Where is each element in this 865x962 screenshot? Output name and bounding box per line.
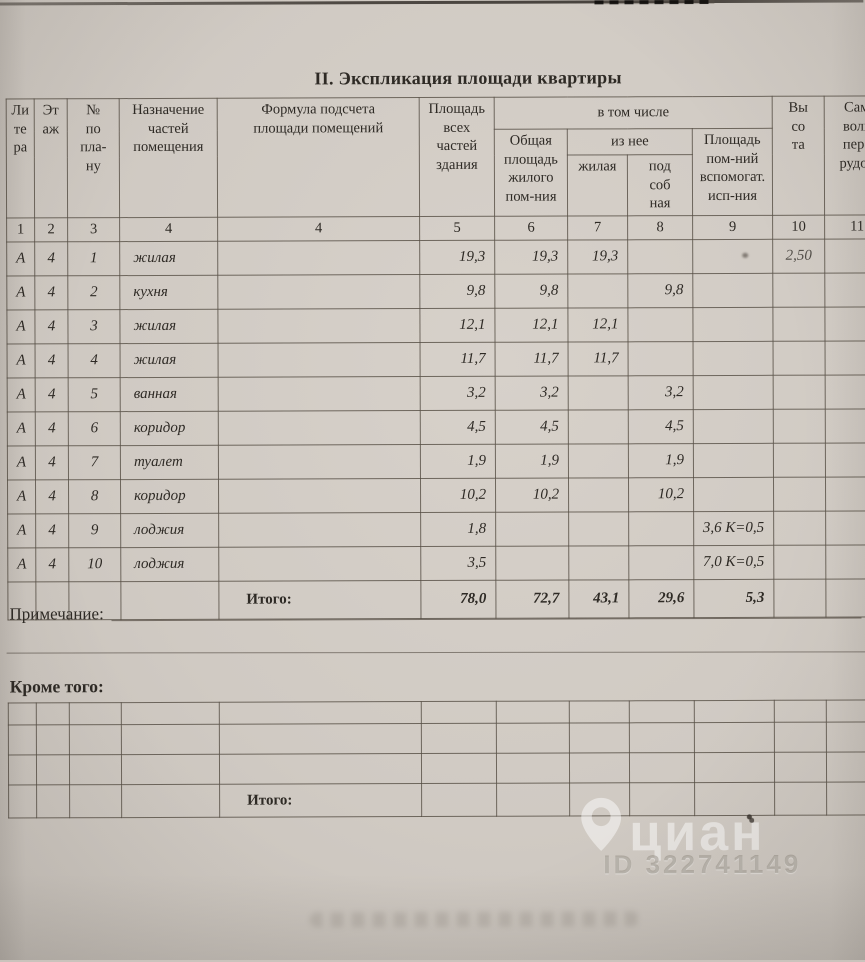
bleed-through-smudge (309, 911, 640, 928)
note-blank-line-2 (6, 651, 865, 654)
scan-top-edge-marks (594, 0, 715, 5)
scan-top-edge (0, 0, 864, 6)
column-number: 1 (6, 217, 35, 242)
header-including: в том числе (494, 96, 773, 130)
column-number: 6 (494, 215, 568, 240)
empty-row (8, 751, 865, 785)
empty-row (8, 721, 865, 755)
header-floor: Эт аж (34, 98, 68, 218)
explication-table: Ли те ра Эт аж № по пла- ну Назначение ч… (6, 95, 865, 620)
table-row: А 4 8 коридор 10,2 10,2 10,2 (7, 476, 865, 514)
besides-table: Итого: (8, 699, 865, 818)
note-label: Примечание: (9, 604, 104, 624)
table-row: А 4 9 лоджия 1,8 3,6 К=0,5 (7, 510, 865, 548)
watermark-listing-id: ID 322741149 (603, 848, 802, 880)
column-number: 4 (119, 216, 218, 242)
header-row-1: Ли те ра Эт аж № по пла- ну Назначение ч… (6, 95, 865, 218)
page-title: II. Экспликация площади квартиры (314, 67, 622, 89)
table-row: А 4 1 жилая 19,3 19,3 19,3 2,50 (6, 238, 865, 276)
header-living: жилая (567, 154, 628, 216)
header-formula: Формула подсчета площади помещений (217, 97, 420, 217)
table-row: А 4 4 жилая 11,7 11,7 11,7 (7, 340, 865, 378)
header-aux: под соб ная (627, 154, 693, 216)
scan-ink-speck (746, 812, 755, 823)
table-row: А 4 10 лоджия 3,5 7,0 К=0,5 (7, 544, 865, 582)
note-row: Примечание: (9, 598, 862, 625)
header-area-support: Площадь пом-ний вспомогат. исп-ния (692, 128, 773, 216)
column-number: 9 (692, 214, 773, 240)
header-height: Вы со та (772, 96, 825, 215)
watermark-pin-icon (580, 796, 622, 857)
column-number: 4 (217, 216, 420, 241)
column-number: 7 (567, 215, 628, 240)
header-plan-no: № по пла- ну (67, 98, 120, 218)
column-number: 8 (627, 215, 693, 240)
besides-totals-label: Итого: (219, 783, 422, 818)
column-number: 2 (34, 217, 68, 242)
column-number: 5 (419, 215, 495, 241)
column-number: 10 (772, 214, 825, 239)
note-blank-line (111, 598, 862, 622)
empty-row (8, 699, 865, 725)
table-row: А 4 5 ванная 3,2 3,2 3,2 (7, 374, 865, 412)
column-number: 11 (824, 214, 865, 239)
header-of-it: из нее (567, 128, 693, 156)
table-row: А 4 3 жилая 12,1 12,1 12,1 (6, 306, 865, 344)
header-area-total: Общая площадь жилого пом-ния (494, 129, 568, 216)
besides-label: Кроме того: (9, 676, 104, 697)
table-row: А 4 7 туалет 1,9 1,9 1,9 (7, 442, 865, 480)
header-litera: Ли те ра (6, 98, 35, 218)
column-number: 3 (67, 217, 120, 242)
table-row: А 4 6 коридор 4,5 4,5 4,5 (7, 408, 865, 446)
header-area-all: Площадь всех частей здания (419, 97, 495, 217)
header-purpose: Назначение частей помещения (119, 98, 218, 218)
header-unauthorized: Сам воль пере рудов (824, 95, 865, 215)
table-row: А 4 2 кухня 9,8 9,8 9,8 (6, 272, 865, 310)
column-number-row: 1 2 3 4 4 5 6 7 8 9 10 11 (6, 214, 865, 242)
